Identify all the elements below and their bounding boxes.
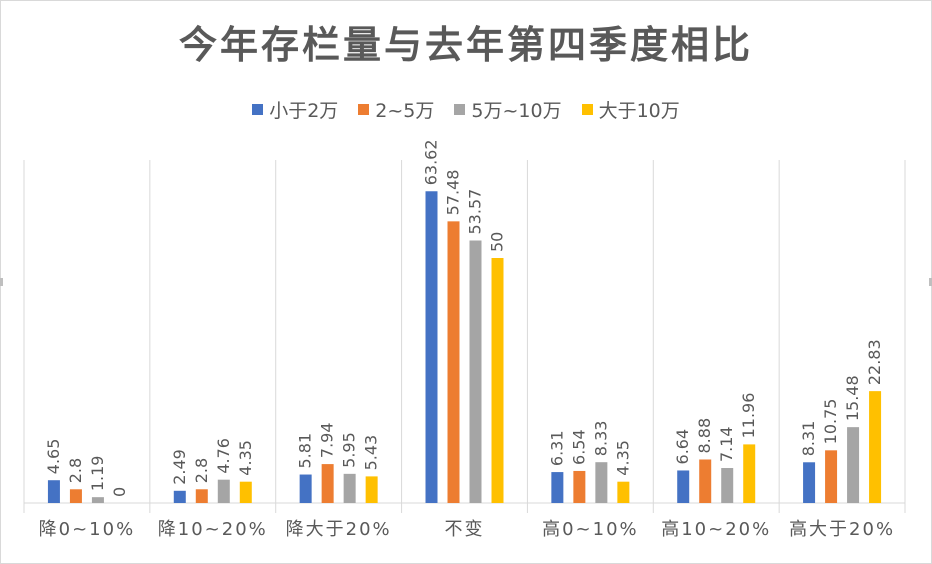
bar <box>869 391 882 503</box>
resize-handle-left[interactable] <box>0 278 3 286</box>
category-label: 降大于20% <box>286 519 392 540</box>
bar <box>491 258 504 503</box>
bar <box>321 464 334 503</box>
bar <box>677 470 690 503</box>
bar <box>847 427 860 503</box>
bar <box>239 481 252 503</box>
data-label: 1.19 <box>88 456 107 492</box>
bar <box>617 481 630 503</box>
category-label: 降10~20% <box>158 519 268 540</box>
bar <box>721 468 734 503</box>
data-label: 6.31 <box>547 430 566 466</box>
bar <box>195 489 208 503</box>
legend-swatch <box>454 104 466 115</box>
data-label: 6.64 <box>673 429 692 465</box>
legend-item: 小于2万 <box>252 96 338 123</box>
data-label: 7.94 <box>318 422 337 458</box>
data-label: 5.95 <box>340 432 359 468</box>
legend-item: 5万~10万 <box>454 96 562 123</box>
bar <box>299 474 312 503</box>
legend: 小于2万 2~5万 5万~10万 大于10万 <box>0 96 932 123</box>
legend-label: 小于2万 <box>269 100 339 122</box>
bar <box>365 476 378 503</box>
data-label: 2.49 <box>170 449 189 485</box>
legend-label: 2~5万 <box>375 100 435 122</box>
data-label: 8.31 <box>799 421 818 457</box>
legend-label: 大于10万 <box>598 100 680 122</box>
bar <box>425 191 438 503</box>
data-label: 22.83 <box>865 339 884 385</box>
legend-swatch <box>358 104 370 115</box>
bar <box>447 221 460 503</box>
bar <box>825 450 838 503</box>
data-label: 15.48 <box>843 375 862 421</box>
data-label: 6.54 <box>569 429 588 465</box>
resize-handle-right[interactable] <box>929 278 932 286</box>
legend-swatch <box>252 104 264 115</box>
bar <box>469 240 482 503</box>
data-label: 63.62 <box>422 139 441 185</box>
bar <box>551 472 564 503</box>
category-label: 不变 <box>445 519 485 540</box>
data-label: 8.33 <box>591 421 610 457</box>
data-label: 0 <box>110 487 129 497</box>
category-label: 降0~10% <box>39 519 136 540</box>
data-label: 10.75 <box>821 399 840 445</box>
data-label: 4.76 <box>214 438 233 474</box>
data-label: 2.8 <box>66 458 85 483</box>
legend-label: 5万~10万 <box>471 100 562 122</box>
data-label: 5.43 <box>362 435 381 471</box>
data-label: 4.35 <box>236 440 255 476</box>
bar <box>595 462 608 503</box>
bar <box>573 470 586 503</box>
data-label: 50 <box>488 232 507 252</box>
bar <box>803 462 816 503</box>
bar <box>47 480 60 503</box>
legend-item: 2~5万 <box>358 96 434 123</box>
bar <box>217 479 230 503</box>
data-label: 7.14 <box>717 426 736 462</box>
bar <box>699 459 712 503</box>
bar <box>743 444 756 503</box>
legend-item: 大于10万 <box>581 96 680 123</box>
bar <box>173 490 186 503</box>
data-label: 4.65 <box>44 439 63 475</box>
data-label: 2.8 <box>192 458 211 483</box>
legend-swatch <box>581 104 593 115</box>
category-label: 高0~10% <box>542 519 639 540</box>
data-label: 11.96 <box>739 393 758 439</box>
category-label: 高10~20% <box>661 519 771 540</box>
category-label: 高大于20% <box>789 519 895 540</box>
bar <box>343 473 356 503</box>
data-label: 8.88 <box>695 418 714 454</box>
data-label: 4.35 <box>613 440 632 476</box>
data-label: 57.48 <box>444 170 463 216</box>
bar <box>69 489 82 503</box>
bar <box>91 497 104 503</box>
data-label: 53.57 <box>466 189 485 235</box>
chart-title: 今年存栏量与去年第四季度相比 <box>178 23 753 67</box>
data-label: 5.81 <box>296 433 315 469</box>
